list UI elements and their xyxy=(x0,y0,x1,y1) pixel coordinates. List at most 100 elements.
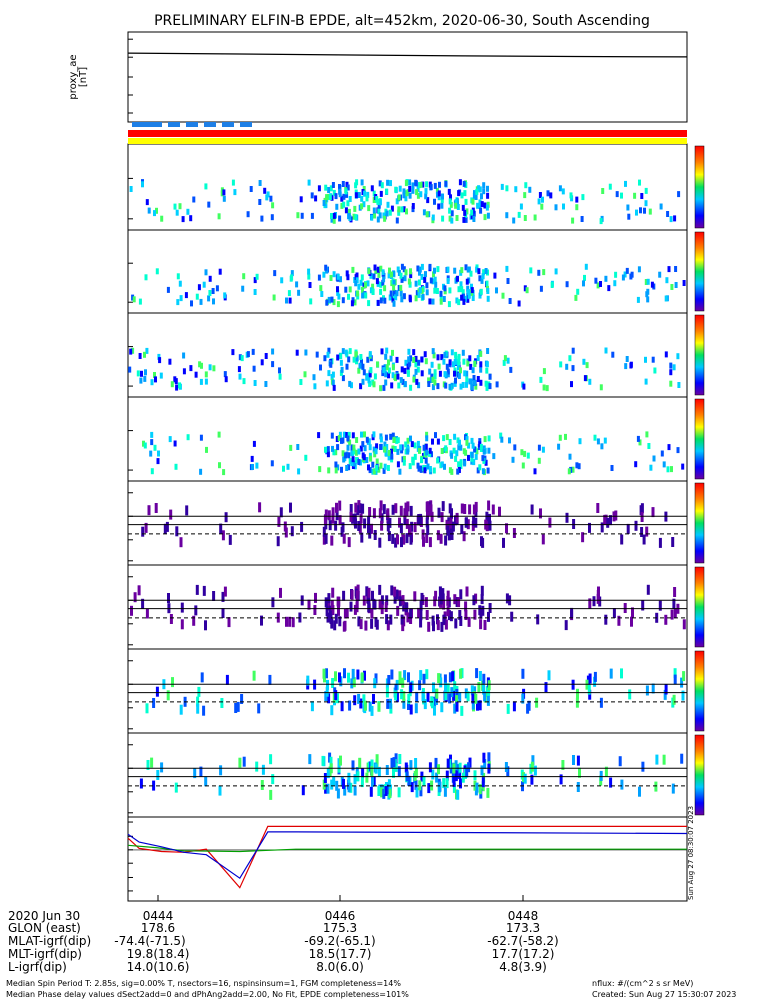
heatmap-cell xyxy=(465,370,469,377)
heatmap-cell xyxy=(409,534,413,545)
heatmap-cell xyxy=(639,207,642,214)
heatmap-cell xyxy=(457,190,461,197)
heatmap-cell xyxy=(466,296,470,303)
heatmap-cell xyxy=(667,444,671,451)
heatmap-cell xyxy=(472,210,476,217)
heatmap-cell xyxy=(682,671,686,682)
heatmap-cell xyxy=(651,683,655,694)
heatmap-cell xyxy=(444,382,448,389)
heatmap-cell xyxy=(471,198,475,205)
heatmap-cell xyxy=(168,358,172,365)
heatmap-cell xyxy=(338,500,342,511)
heatmap-cell xyxy=(588,598,592,609)
heatmap-cell xyxy=(144,369,147,376)
heatmap-cell xyxy=(409,505,413,516)
heatmap-cell xyxy=(142,440,145,447)
heatmap-cell xyxy=(588,673,592,684)
heatmap-cell xyxy=(375,465,379,471)
heatmap-cell xyxy=(435,288,439,294)
heatmap-cell xyxy=(288,616,292,627)
heatmap-cell xyxy=(439,533,443,544)
colorbar xyxy=(694,482,705,564)
heatmap-cell xyxy=(330,600,334,611)
heatmap-cell xyxy=(680,753,684,764)
heatmap-cell xyxy=(382,367,386,374)
heatmap-cell xyxy=(501,292,505,299)
heatmap-cell xyxy=(406,437,410,444)
heatmap-cell xyxy=(347,356,351,363)
heatmap-cell xyxy=(324,264,328,271)
heatmap-cell xyxy=(414,179,418,186)
heatmap-cell xyxy=(406,612,410,623)
heatmap-cell xyxy=(620,779,624,790)
heatmap-cell xyxy=(456,764,460,775)
heatmap-cell xyxy=(332,189,336,196)
heatmap-cell xyxy=(588,522,591,533)
heatmap-cell xyxy=(260,615,263,626)
heatmap-cell xyxy=(310,192,314,199)
heatmap-cell xyxy=(150,468,154,475)
heatmap-cell xyxy=(462,216,466,223)
heatmap-cell xyxy=(227,617,231,628)
heatmap-cell xyxy=(441,501,445,512)
heatmap-cell xyxy=(454,355,458,362)
heatmap-cell xyxy=(470,455,474,462)
heatmap-cell xyxy=(394,753,398,764)
heatmap-cell xyxy=(603,514,607,525)
heatmap-cell xyxy=(374,448,378,455)
heatmap-cell xyxy=(549,192,553,199)
heatmap-cell xyxy=(524,182,528,189)
heatmap-cell xyxy=(251,464,254,470)
heatmap-cell xyxy=(327,467,331,474)
heatmap-cell xyxy=(373,530,377,540)
heatmap-cell xyxy=(440,196,444,203)
heatmap-cell xyxy=(258,199,262,205)
heatmap-cell xyxy=(391,445,395,452)
heatmap-cell xyxy=(599,281,602,287)
heatmap-cell xyxy=(155,207,158,214)
heatmap-cell xyxy=(152,698,156,708)
heatmap-cell xyxy=(359,383,363,390)
heatmap-cell xyxy=(359,459,362,466)
heatmap-cell xyxy=(466,691,470,702)
heatmap-cell xyxy=(295,281,299,288)
heatmap-cell xyxy=(493,272,497,279)
heatmap-cell xyxy=(395,589,399,600)
heatmap-cell xyxy=(258,180,262,186)
heatmap-cell xyxy=(575,196,579,203)
heatmap-cell xyxy=(413,442,417,449)
heatmap-cell xyxy=(451,521,455,532)
heatmap-cell xyxy=(400,537,403,548)
heatmap-cell xyxy=(438,370,442,377)
heatmap-cell xyxy=(345,432,349,438)
heatmap-cell xyxy=(228,534,232,545)
heatmap-cell xyxy=(473,361,477,367)
heatmap-cell xyxy=(327,187,331,193)
heatmap-cell xyxy=(369,287,373,294)
heatmap-cell xyxy=(360,195,364,202)
heatmap-cell xyxy=(541,534,545,545)
heatmap-cell xyxy=(456,364,460,371)
heatmap-cell xyxy=(593,434,597,441)
heatmap-cell xyxy=(395,217,399,224)
heatmap-cell xyxy=(362,369,366,376)
heatmap-cell xyxy=(486,787,490,798)
heatmap-cell xyxy=(545,385,549,392)
heatmap-cell xyxy=(407,672,410,683)
heatmap-cell xyxy=(437,363,441,370)
heatmap-cell xyxy=(343,620,347,631)
heatmap-cell xyxy=(461,293,465,300)
heatmap-cell xyxy=(346,444,350,451)
heatmap-cell xyxy=(253,277,257,284)
heatmap-cell xyxy=(485,280,489,287)
heatmap-cell xyxy=(463,460,467,467)
heatmap-cell xyxy=(455,450,459,457)
heatmap-cell xyxy=(223,292,227,299)
heatmap-cell xyxy=(578,438,582,445)
heatmap-cell xyxy=(433,287,437,294)
heatmap-cell xyxy=(541,196,544,203)
heatmap-cell xyxy=(570,381,573,388)
heatmap-cell xyxy=(326,783,330,794)
heatmap-cell xyxy=(360,777,364,788)
heatmap-cell xyxy=(442,614,446,625)
